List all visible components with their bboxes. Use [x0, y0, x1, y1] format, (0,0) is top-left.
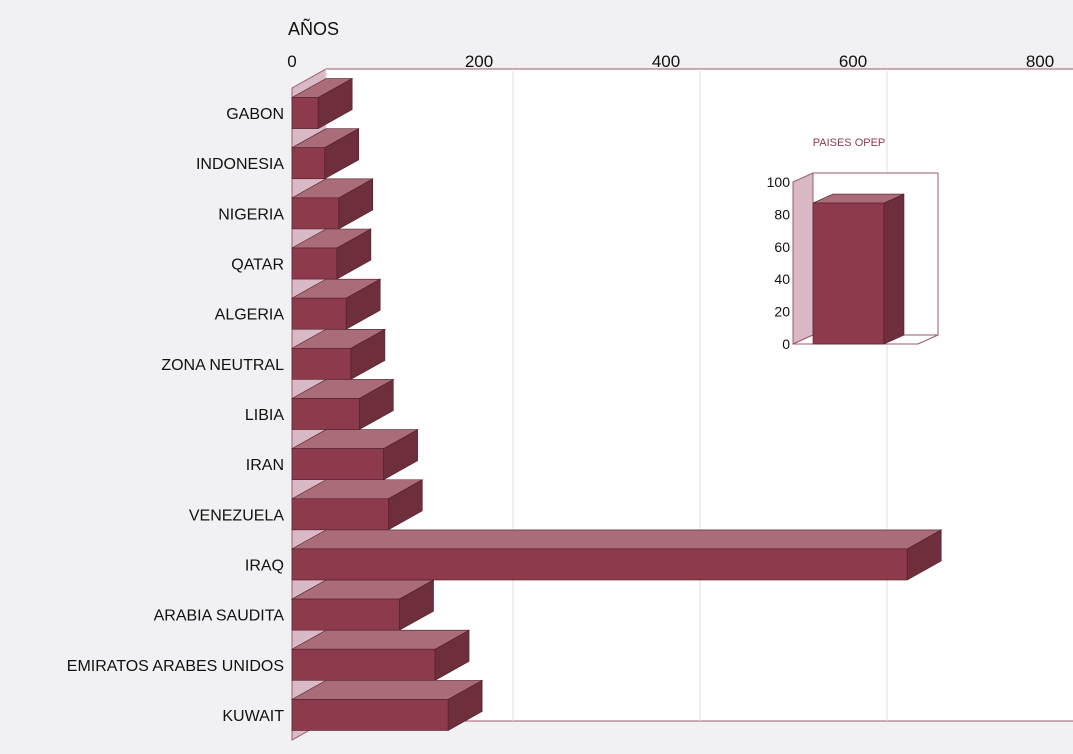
category-label: NIGERIA	[218, 206, 284, 223]
inset-y-tick-label: 60	[774, 239, 790, 255]
bar-front-face	[291, 398, 360, 430]
inset-y-tick-labels: 0 20 40 60 80 100	[767, 174, 791, 352]
bar-end-face	[906, 529, 942, 581]
bar-front-face	[291, 448, 384, 481]
main-chart: AÑOS 0 200 400 600 800 GABONINDONESIANIGERIA…	[67, 18, 1073, 741]
bar-end-face	[324, 128, 360, 180]
bar-front-face	[291, 699, 449, 731]
x-tick-label: 0	[287, 52, 296, 71]
bar	[290, 178, 374, 230]
bar-top-face	[290, 529, 943, 550]
inset-y-tick-label: 40	[774, 271, 790, 287]
bar-series	[290, 78, 943, 731]
bar-end-face	[383, 429, 418, 481]
inset-y-tick-label: 0	[782, 336, 790, 352]
category-label: ARABIA SAUDITA	[154, 608, 285, 625]
inset-bar	[812, 193, 905, 345]
bar-front-face	[291, 648, 436, 681]
x-tick-label: 200	[465, 52, 493, 71]
bar-front-face	[291, 548, 908, 581]
bar-front-face	[291, 247, 338, 280]
bar-front-face	[291, 347, 352, 380]
x-tick-label: 600	[839, 52, 867, 71]
bar	[290, 128, 360, 180]
category-label: ZONA NEUTRAL	[161, 357, 284, 374]
bar-end-face	[350, 328, 386, 380]
category-label: QATAR	[231, 257, 284, 274]
category-label: EMIRATOS ARABES UNIDOS	[67, 658, 284, 675]
inset-y-tick-label: 80	[774, 206, 790, 222]
bar-end-face	[336, 228, 372, 280]
bar-front-face	[291, 598, 400, 631]
bar-end-face	[317, 78, 353, 130]
bar-front-face	[291, 498, 389, 531]
bar-end-face	[388, 479, 423, 531]
axis-title: AÑOS	[288, 18, 339, 39]
inset-side-wall	[792, 172, 814, 345]
bar-end-face	[434, 629, 470, 681]
bar-front-face	[291, 297, 347, 330]
x-tick-label: 400	[652, 52, 680, 71]
bar-front-face	[291, 97, 319, 129]
bar	[290, 78, 354, 130]
category-label: KUWAIT	[222, 708, 284, 725]
inset-bar-series	[812, 193, 905, 345]
category-label: INDONESIA	[196, 156, 284, 173]
inset-chart: PAISES OPEP 0 20 40 60 80 100	[767, 137, 939, 352]
bar-end-face	[338, 178, 374, 230]
bar-end-face	[345, 278, 381, 330]
category-labels: GABON INDONESIA NIGERIA QATAR ALGERIA ZONA NE…	[67, 106, 285, 725]
bar	[290, 429, 419, 481]
inset-y-tick-label: 100	[767, 174, 791, 190]
bar	[290, 629, 471, 681]
inset-bar-front-face	[812, 202, 885, 345]
x-tick-label: 800	[1026, 52, 1054, 71]
bar-end-face	[447, 679, 483, 731]
category-label: IRAN	[246, 457, 284, 474]
bar-end-face	[359, 378, 394, 431]
bar	[290, 278, 382, 330]
bar-front-face	[291, 197, 340, 230]
bar-front-face	[291, 147, 326, 180]
category-label: IRAQ	[245, 557, 284, 574]
x-tick-labels: 0 200 400 600 800	[287, 52, 1054, 71]
bar	[290, 579, 435, 631]
bar-end-face	[399, 579, 434, 631]
category-label: VENEZUELA	[189, 507, 284, 524]
bar	[290, 479, 424, 531]
bar	[290, 679, 484, 731]
bar	[290, 378, 395, 431]
inset-title: PAISES OPEP	[813, 137, 886, 149]
category-label: GABON	[226, 106, 284, 123]
inset-bar-side-face	[883, 193, 905, 345]
bar	[290, 228, 373, 280]
category-label: ALGERIA	[215, 307, 285, 324]
bar	[290, 529, 943, 581]
inset-y-tick-label: 20	[774, 304, 790, 320]
bar	[290, 328, 387, 380]
category-label: LIBIA	[245, 407, 284, 424]
